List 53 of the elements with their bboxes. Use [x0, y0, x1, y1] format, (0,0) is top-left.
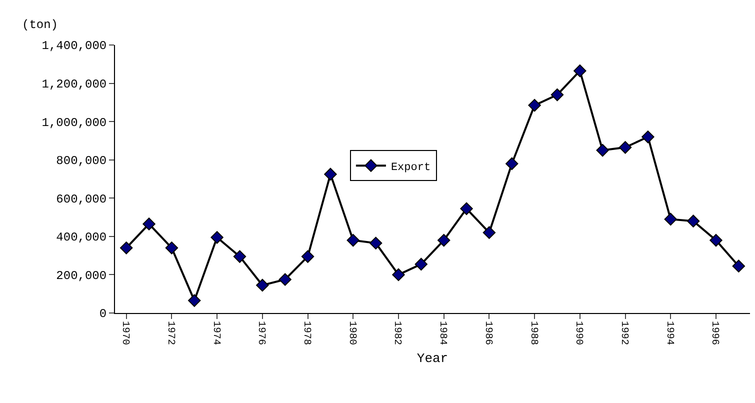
point: [188, 294, 201, 307]
point: [165, 242, 178, 254]
y-axis-title: (ton): [22, 18, 58, 32]
x-tick-label: 1974: [210, 321, 221, 346]
point: [710, 234, 722, 247]
y-tick-label: 1,000,000: [42, 116, 107, 130]
point: [506, 157, 518, 170]
point: [574, 64, 586, 78]
x-tick-label: 1982: [391, 321, 402, 346]
point: [392, 268, 405, 282]
legend-label: Export: [390, 162, 431, 174]
x-tick-label: 1986: [482, 321, 493, 346]
y-tick-label: 1,200,000: [42, 77, 107, 92]
point: [301, 250, 314, 263]
y-tick-label: 400,000: [56, 230, 107, 245]
point: [686, 214, 700, 228]
y-tick-label: 1,400,000: [42, 39, 107, 54]
point: [664, 212, 677, 226]
y-tick-label: 0: [99, 307, 107, 322]
y-tick-label: 600,000: [56, 192, 107, 206]
point: [482, 226, 496, 239]
x-tick-label: 1976: [255, 321, 266, 346]
x-axis-title: Year: [416, 351, 448, 366]
point: [120, 242, 133, 254]
point: [369, 236, 382, 250]
x-tick-label: 1990: [572, 321, 584, 346]
x-tick-label: 1996: [708, 321, 720, 346]
point: [642, 130, 654, 144]
point: [437, 234, 450, 247]
x-tick-label: 1978: [300, 321, 312, 346]
point: [256, 278, 269, 292]
point: [618, 141, 632, 154]
point: [233, 250, 246, 263]
x-tick-label: 1988: [527, 321, 538, 346]
x-tick-label: 1972: [164, 321, 176, 346]
y-tick-label: 200,000: [56, 268, 107, 283]
point: [346, 234, 360, 247]
x-tick-label: 1984: [436, 321, 448, 346]
point: [596, 144, 609, 157]
x-tick-label: 1992: [618, 321, 630, 346]
point: [142, 218, 156, 230]
point: [460, 202, 473, 216]
point: [210, 231, 224, 244]
x-tick-label: 1994: [663, 321, 674, 346]
x-tick-label: 1970: [119, 321, 130, 346]
point: [324, 168, 337, 181]
y-tick-label: 800,000: [56, 154, 107, 168]
point: [414, 258, 428, 271]
point: [550, 88, 564, 102]
x-tick-label: 1980: [346, 321, 357, 346]
point: [732, 260, 746, 272]
point: [278, 273, 292, 286]
point: [528, 98, 541, 112]
